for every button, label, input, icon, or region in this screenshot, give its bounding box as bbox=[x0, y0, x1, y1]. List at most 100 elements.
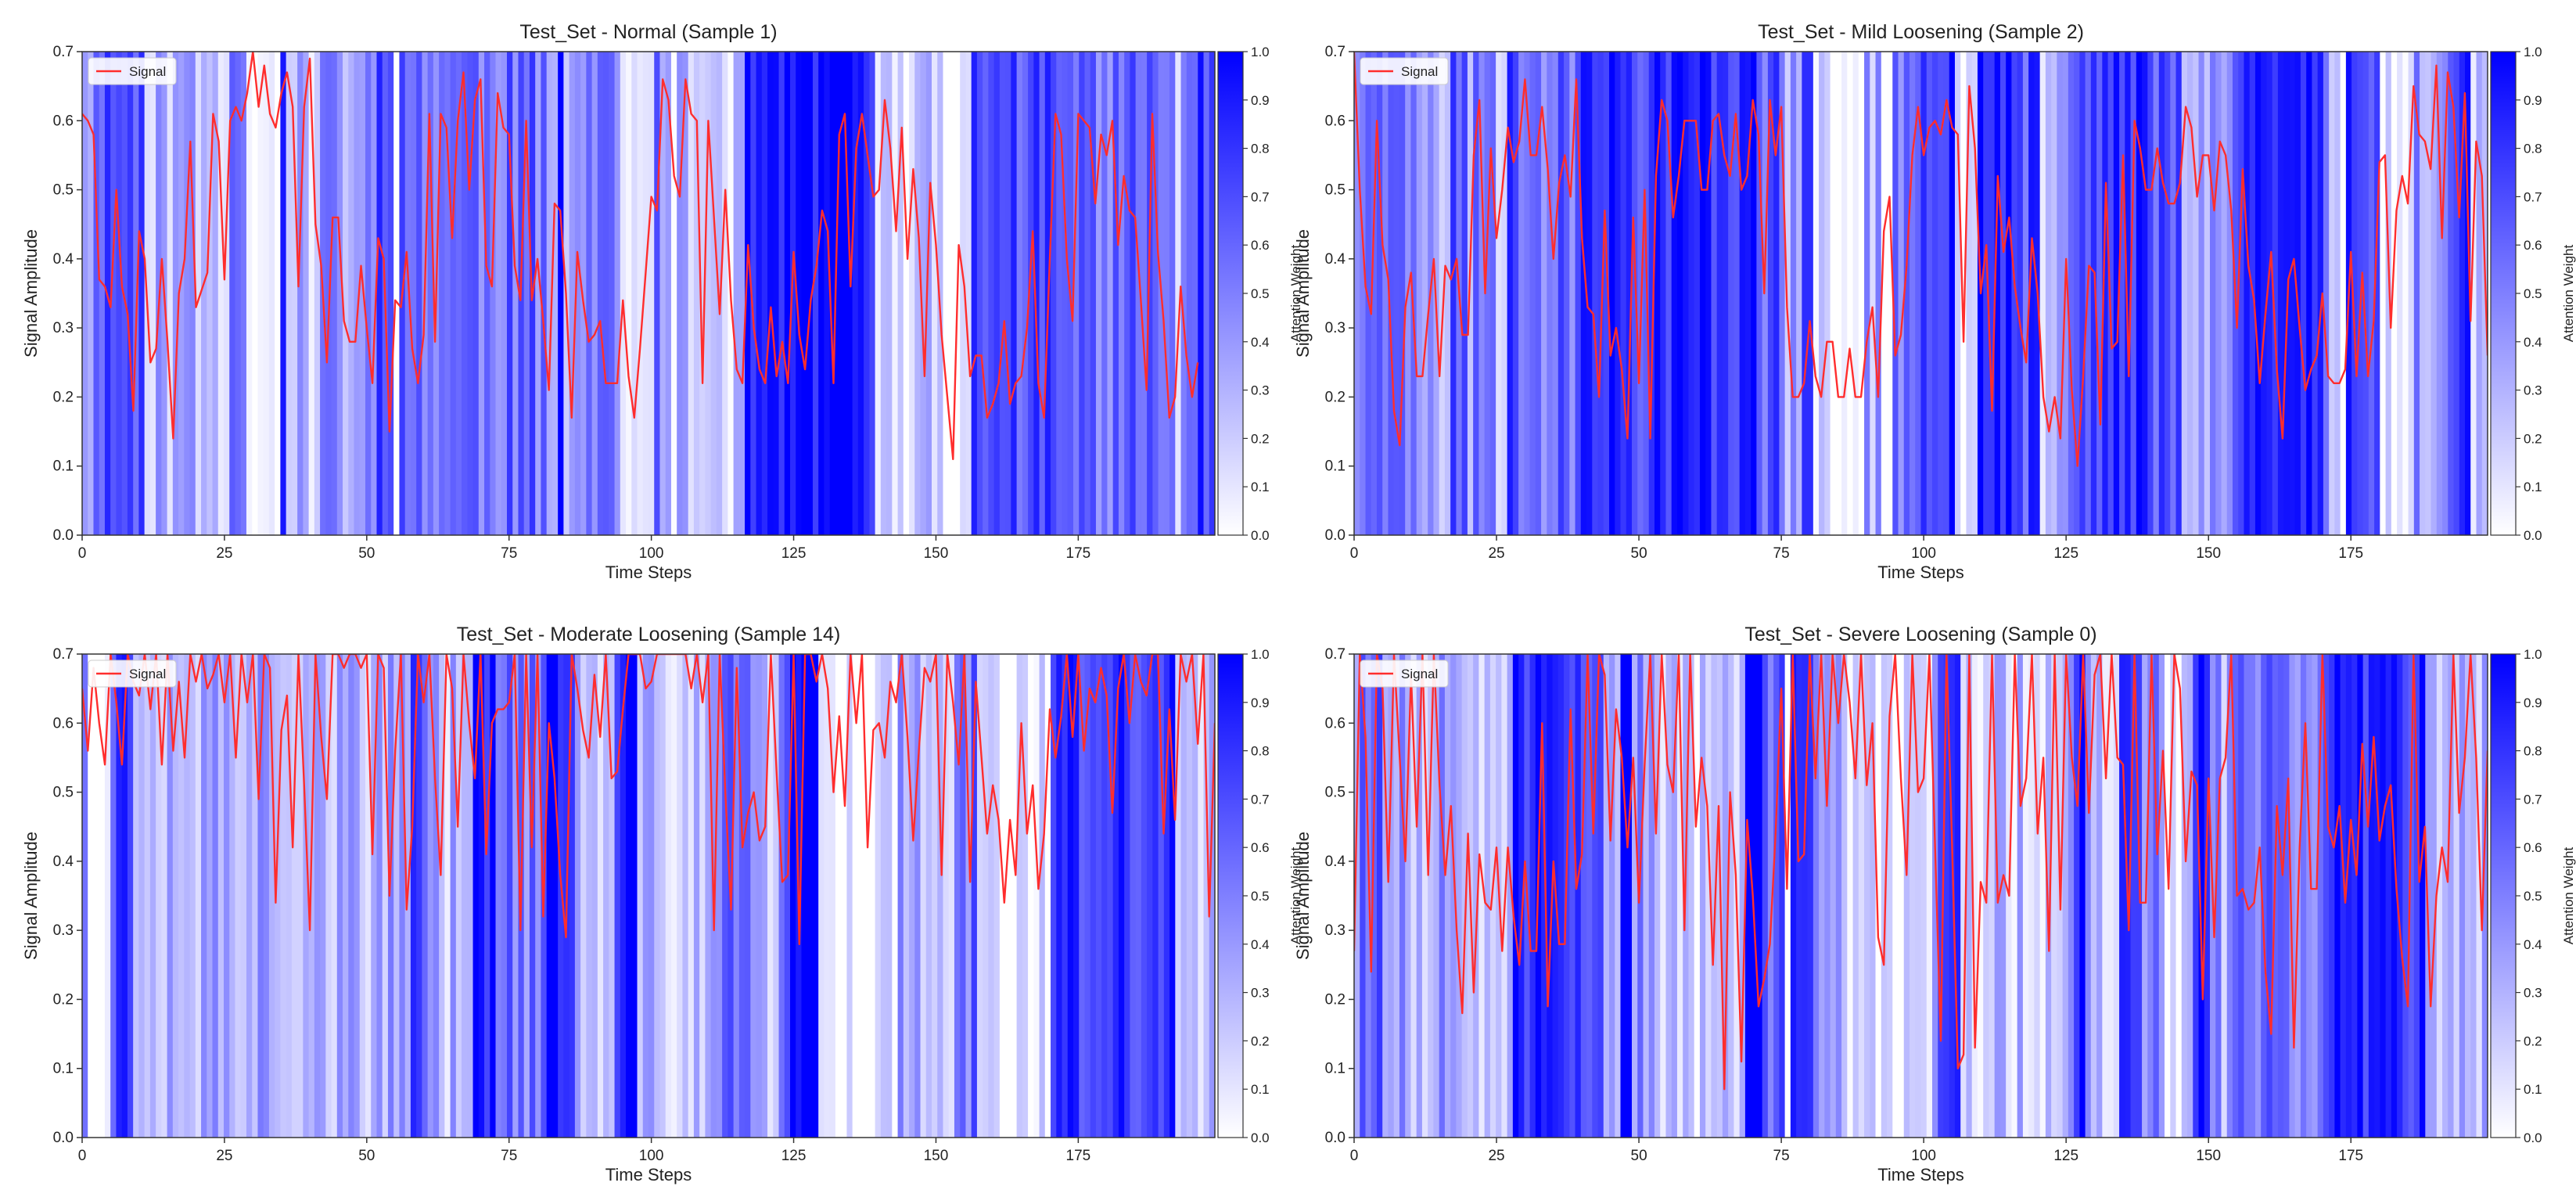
attention-stripe bbox=[144, 654, 151, 1138]
attention-stripe bbox=[1592, 52, 1599, 535]
attention-stripe bbox=[127, 52, 134, 535]
attention-stripe bbox=[2130, 52, 2137, 535]
attention-stripe bbox=[1751, 52, 1757, 535]
attention-stripe bbox=[217, 52, 225, 535]
attention-stripe bbox=[2430, 654, 2438, 1138]
attention-stripe bbox=[773, 654, 780, 1138]
attention-stripe bbox=[416, 654, 422, 1138]
attention-stripe bbox=[1209, 52, 1215, 535]
attention-stripe bbox=[1079, 52, 1086, 535]
attention-stripe bbox=[1163, 52, 1170, 535]
attention-stripe bbox=[1660, 52, 1667, 535]
y-tick-label: 0.4 bbox=[53, 251, 74, 268]
colorbar-tick-label: 0.4 bbox=[1251, 335, 1270, 350]
attention-stripe bbox=[161, 654, 168, 1138]
attention-stripe bbox=[444, 654, 451, 1138]
attention-stripe bbox=[2294, 52, 2301, 535]
attention-stripe bbox=[2244, 52, 2251, 535]
attention-stripe bbox=[835, 654, 842, 1138]
attention-stripe bbox=[1056, 52, 1063, 535]
attention-stripe bbox=[688, 654, 695, 1138]
attention-stripe bbox=[121, 52, 128, 535]
attention-stripe bbox=[937, 52, 944, 535]
attention-stripe bbox=[257, 654, 264, 1138]
y-tick-label: 0.0 bbox=[1325, 1130, 1345, 1146]
attention-stripe bbox=[1699, 654, 1706, 1138]
attention-stripe bbox=[1079, 654, 1086, 1138]
attention-stripe bbox=[738, 654, 745, 1138]
attention-stripe bbox=[818, 654, 825, 1138]
attention-stripe bbox=[1938, 52, 1945, 535]
attention-stripe bbox=[1615, 654, 1622, 1138]
attention-stripe bbox=[1796, 52, 1802, 535]
attention-stripe bbox=[1028, 52, 1034, 535]
attention-stripe bbox=[138, 654, 146, 1138]
colorbar-tick-label: 0.9 bbox=[1251, 696, 1270, 710]
colorbar-tick-label: 0.4 bbox=[2524, 335, 2542, 350]
attention-stripe bbox=[1039, 654, 1046, 1138]
attention-stripe bbox=[1920, 654, 1928, 1138]
attention-stripe bbox=[784, 52, 791, 535]
attention-stripe bbox=[1819, 654, 1825, 1138]
attention-stripe bbox=[1694, 52, 1701, 535]
attention-stripe bbox=[1830, 52, 1837, 535]
attention-stripe bbox=[1683, 52, 1690, 535]
attention-stripe bbox=[1784, 654, 1791, 1138]
attention-stripe bbox=[1124, 52, 1130, 535]
attention-stripe bbox=[1496, 52, 1502, 535]
attention-stripe bbox=[2147, 52, 2154, 535]
attention-stripe bbox=[1033, 52, 1040, 535]
attention-stripe bbox=[1665, 52, 1672, 535]
attention-stripe bbox=[971, 52, 978, 535]
attention-stripe bbox=[2085, 654, 2092, 1138]
x-tick-label: 50 bbox=[358, 545, 375, 562]
attention-stripe bbox=[745, 654, 751, 1138]
attention-stripe bbox=[2204, 52, 2211, 535]
attention-stripe bbox=[2170, 654, 2177, 1138]
attention-stripe bbox=[343, 654, 349, 1138]
attention-stripe bbox=[812, 654, 819, 1138]
y-tick-label: 0.6 bbox=[53, 715, 74, 732]
attention-stripe bbox=[892, 654, 899, 1138]
y-tick-label: 0.2 bbox=[53, 991, 74, 1008]
attention-stripe bbox=[1994, 52, 2001, 535]
attention-stripe bbox=[308, 52, 315, 535]
attention-stripe bbox=[2039, 52, 2046, 535]
attention-stripe bbox=[1169, 654, 1176, 1138]
attention-stripe bbox=[807, 654, 814, 1138]
attention-stripe bbox=[2187, 654, 2193, 1138]
attention-stripe bbox=[280, 52, 287, 535]
attention-stripe bbox=[1152, 52, 1159, 535]
attention-stripe bbox=[2402, 654, 2409, 1138]
attention-stripe bbox=[268, 52, 275, 535]
attention-stripe bbox=[1802, 52, 1809, 535]
attention-heatmap bbox=[82, 52, 1215, 535]
attention-stripe bbox=[1915, 654, 1922, 1138]
attention-stripe bbox=[1734, 52, 1741, 535]
attention-stripe bbox=[1688, 52, 1695, 535]
attention-stripe bbox=[1875, 52, 1882, 535]
attention-stripe bbox=[1688, 654, 1695, 1138]
attention-stripe bbox=[82, 654, 88, 1138]
colorbar: 0.0 0.1 0.2 0.3 0.4 0.5 0.6 0.7 0.8 0.9 1.0 Attenti… bbox=[1217, 647, 1303, 1145]
attention-stripe bbox=[1699, 52, 1706, 535]
attention-stripe bbox=[716, 654, 723, 1138]
attention-stripe bbox=[2181, 654, 2188, 1138]
attention-stripe bbox=[224, 654, 230, 1138]
attention-stripe bbox=[2102, 654, 2109, 1138]
x-tick-label: 150 bbox=[924, 545, 949, 562]
attention-stripe bbox=[1819, 52, 1825, 535]
colorbar-tick-label: 1.0 bbox=[1251, 647, 1270, 662]
attention-stripe bbox=[1141, 52, 1148, 535]
attention-stripe bbox=[835, 52, 842, 535]
attention-stripe bbox=[2368, 52, 2375, 535]
attention-stripe bbox=[1557, 654, 1565, 1138]
attention-stripe bbox=[642, 654, 649, 1138]
attention-stripe bbox=[1175, 52, 1182, 535]
attention-stripe bbox=[2209, 52, 2216, 535]
attention-stripe bbox=[943, 654, 950, 1138]
attention-stripe bbox=[404, 52, 411, 535]
colorbar-tick-label: 0.7 bbox=[1251, 792, 1270, 807]
attention-stripe bbox=[1615, 52, 1622, 535]
attention-stripe bbox=[348, 654, 355, 1138]
